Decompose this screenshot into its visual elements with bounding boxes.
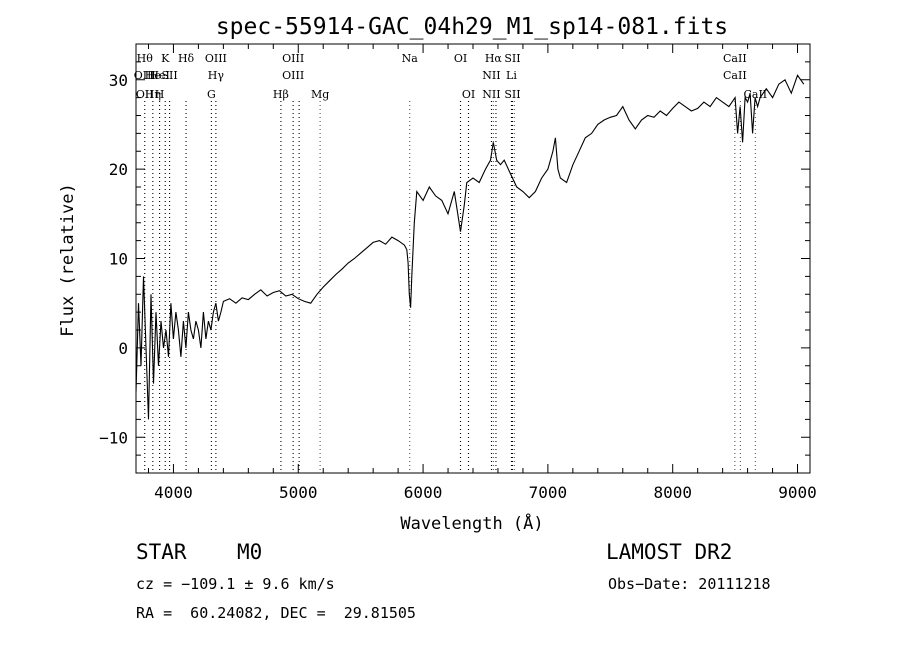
x-tick-label: 6000 — [404, 483, 443, 502]
ra-dec: RA = 60.24082, DEC = 29.81505 — [136, 604, 416, 622]
object-subclass: M0 — [237, 540, 263, 564]
spectral-line-label: K — [161, 52, 170, 65]
spectral-line-label: H — [155, 88, 165, 101]
spectral-line-label: OI — [454, 52, 467, 65]
spectrum-series-line — [135, 74, 805, 420]
spectral-line-label: SII — [504, 88, 520, 101]
spectral-line-label: OIII — [134, 69, 156, 82]
x-tick-label: 9000 — [778, 483, 817, 502]
spectral-line-label: SII — [504, 52, 520, 65]
x-tick-label: 4000 — [154, 483, 193, 502]
spectral-line-label: Mg — [311, 88, 329, 101]
spectral-line-label: Hα — [485, 52, 503, 65]
x-axis-label: Wavelength (Å) — [400, 512, 543, 534]
object-class: STAR — [136, 540, 187, 564]
plot-frame — [135, 43, 811, 474]
y-tick-label: −10 — [99, 428, 128, 447]
x-tick-label: 7000 — [529, 483, 568, 502]
x-tick-label: 5000 — [279, 483, 318, 502]
axes: 4000 5000 6000 7000 8000 9000 −10 0 10 20 30 — [99, 43, 817, 502]
spectral-line-label: Hβ — [273, 88, 289, 101]
y-axis-label: Flux (relative) — [58, 183, 78, 337]
spectral-line-label: Hη — [145, 88, 161, 101]
spectral-line-label: He — [145, 69, 161, 82]
spectral-line-label: Hγ — [208, 69, 225, 82]
spectral-line-label: NII — [482, 69, 500, 82]
spectral-line-label: Hδ — [178, 52, 195, 65]
spectral-line-label: CaII — [723, 52, 747, 65]
spectral-line-label: Hθ — [137, 52, 154, 65]
y-tick-label: 0 — [118, 339, 128, 358]
spectral-line-label: Na — [402, 52, 419, 65]
spectral-line-label: CaII — [723, 69, 747, 82]
survey-name: LAMOST DR2 — [606, 540, 733, 564]
spectral-line-label: HeI — [149, 69, 169, 82]
spectral-line-label: Li — [506, 69, 517, 82]
spectral-line-label: NII — [482, 88, 500, 101]
chart-title: spec-55914-GAC_04h29_M1_sp14-081.fits — [216, 14, 728, 40]
spectral-line-label: OIII — [282, 52, 304, 65]
redshift-info: cz = −109.1 ± 9.6 km/s — [136, 575, 335, 593]
x-tick-label: 8000 — [653, 483, 692, 502]
spectral-line-label: OI — [462, 88, 475, 101]
spectral-line-markers — [144, 101, 756, 473]
spectral-line-label: G — [207, 88, 216, 101]
y-tick-label: 10 — [109, 250, 128, 269]
spectral-line-label: OIII — [205, 52, 227, 65]
obs-date: Obs−Date: 20111218 — [608, 575, 771, 593]
spectral-line-labels: HθOIIIOIIHeHηHeIHKSIIHδGOIIIHγHβOIIIOIII… — [134, 52, 767, 101]
spectral-line-label: SII — [161, 69, 177, 82]
y-tick-label: 20 — [109, 160, 128, 179]
spectral-line-label: CaII — [743, 88, 767, 101]
y-tick-label: 30 — [109, 71, 128, 90]
spectral-line-label: OIII — [282, 69, 304, 82]
